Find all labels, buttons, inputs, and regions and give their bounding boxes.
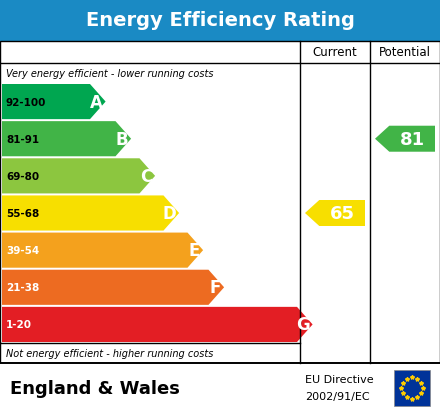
Polygon shape bbox=[2, 196, 179, 231]
Text: F: F bbox=[210, 279, 221, 297]
Text: 92-100: 92-100 bbox=[6, 97, 46, 107]
Text: 81-91: 81-91 bbox=[6, 134, 39, 145]
Text: Very energy efficient - lower running costs: Very energy efficient - lower running co… bbox=[6, 69, 213, 79]
Text: 1-20: 1-20 bbox=[6, 320, 32, 330]
Text: B: B bbox=[115, 131, 128, 148]
Text: 65: 65 bbox=[330, 204, 355, 223]
Text: EU Directive: EU Directive bbox=[305, 375, 374, 385]
Text: 81: 81 bbox=[400, 131, 425, 148]
Text: Not energy efficient - higher running costs: Not energy efficient - higher running co… bbox=[6, 348, 213, 358]
Text: D: D bbox=[162, 204, 176, 223]
Text: 69-80: 69-80 bbox=[6, 171, 39, 181]
Text: 39-54: 39-54 bbox=[6, 246, 39, 256]
Polygon shape bbox=[2, 122, 131, 157]
Polygon shape bbox=[2, 233, 203, 268]
Text: Energy Efficiency Rating: Energy Efficiency Rating bbox=[85, 12, 355, 31]
Text: England & Wales: England & Wales bbox=[10, 379, 180, 397]
Bar bbox=[394, 370, 430, 406]
Text: E: E bbox=[189, 242, 200, 259]
Polygon shape bbox=[305, 201, 365, 226]
Polygon shape bbox=[2, 85, 106, 120]
Polygon shape bbox=[2, 270, 224, 305]
Text: Potential: Potential bbox=[379, 46, 431, 59]
Text: 21-38: 21-38 bbox=[6, 282, 39, 292]
Polygon shape bbox=[2, 159, 155, 194]
Bar bbox=[0, 42, 440, 363]
Text: G: G bbox=[296, 316, 310, 334]
Bar bbox=[0, 363, 440, 413]
Text: 55-68: 55-68 bbox=[6, 209, 39, 218]
Text: A: A bbox=[90, 93, 103, 111]
Bar bbox=[0, 0, 440, 42]
Text: Current: Current bbox=[313, 46, 357, 59]
Polygon shape bbox=[375, 126, 435, 152]
Text: C: C bbox=[140, 167, 152, 185]
Polygon shape bbox=[2, 307, 312, 342]
Text: 2002/91/EC: 2002/91/EC bbox=[305, 392, 370, 401]
